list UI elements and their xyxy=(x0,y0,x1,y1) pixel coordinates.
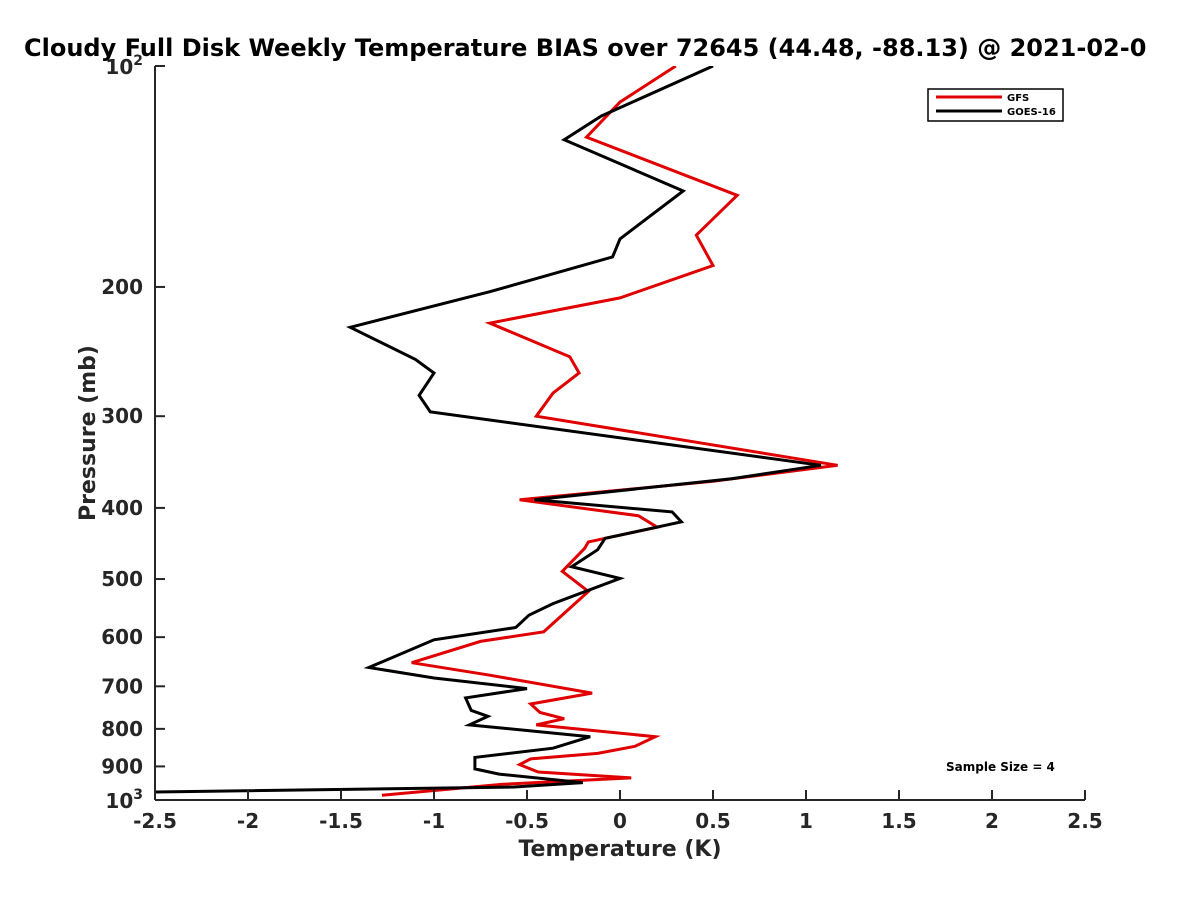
y-tick-label: 400 xyxy=(101,496,143,520)
y-axis-label: Pressure (mb) xyxy=(76,345,101,521)
x-tick-label: 2.5 xyxy=(1067,809,1102,833)
y-tick-label: 600 xyxy=(101,625,143,649)
series-line-gfs xyxy=(381,66,838,797)
axes-layer: -2.5 -2 -1.5 -1 -0.5 0 0.5 1 1.5 2 2.5 200 300 400 500… xyxy=(101,53,1102,833)
chart-title: Cloudy Full Disk Weekly Temperature BIAS… xyxy=(24,34,1146,62)
legend-box xyxy=(927,88,1064,122)
x-tick-label: 0.5 xyxy=(695,809,730,833)
legend-label-gfs: GFS xyxy=(1007,93,1029,104)
x-axis-label: Temperature (K) xyxy=(518,837,721,862)
y-tick-label: 700 xyxy=(101,674,143,698)
x-tick-label: 1 xyxy=(799,809,813,833)
x-tick-label: -2 xyxy=(237,809,259,833)
y-tick-label: 500 xyxy=(101,567,143,591)
legend: GFS GOES-16 xyxy=(927,88,1064,122)
series-line-goes16 xyxy=(155,66,822,794)
y-tick-label: 200 xyxy=(101,275,143,299)
series-layer xyxy=(155,66,838,797)
x-tick-label: -1.5 xyxy=(319,809,363,833)
x-tick-label: -1 xyxy=(423,809,445,833)
y-tick-label: 300 xyxy=(101,404,143,428)
legend-label-goes16: GOES-16 xyxy=(1007,107,1056,118)
y-tick-label: 800 xyxy=(101,717,143,741)
x-tick-label: -2.5 xyxy=(133,809,177,833)
x-tick-label: 2 xyxy=(985,809,999,833)
y-endpoint-label: 102 xyxy=(105,53,143,79)
plot-area: -2.5 -2 -1.5 -1 -0.5 0 0.5 1 1.5 2 2.5 200 300 400 500… xyxy=(101,53,1102,833)
plot-background xyxy=(155,66,1085,800)
x-tick-label: 1.5 xyxy=(881,809,916,833)
sample-size-annotation: Sample Size = 4 xyxy=(946,760,1055,774)
x-tick-label: -0.5 xyxy=(505,809,549,833)
y-tick-label: 900 xyxy=(101,754,143,778)
y-endpoint-label: 103 xyxy=(105,787,143,813)
x-tick-label: 0 xyxy=(613,809,627,833)
